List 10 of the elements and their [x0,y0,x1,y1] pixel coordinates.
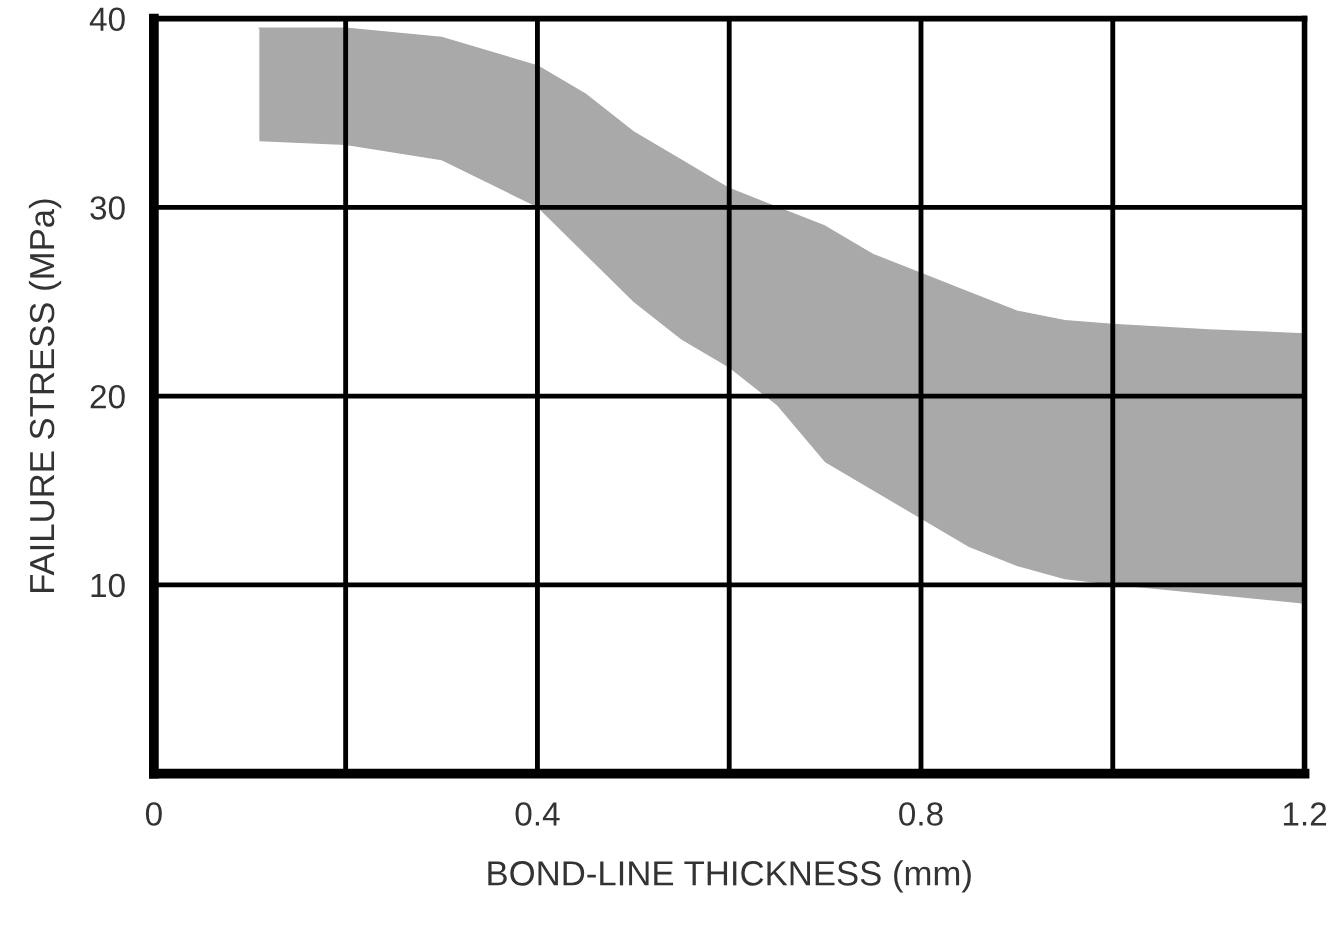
y-tick-label: 20 [90,384,125,409]
y-axis-title: FAILURE STRESS (MPa) [28,199,62,592]
x-tick-label: 0.4 [515,802,560,826]
x-tick-label: 0 [145,802,162,826]
x-tick-label: 0.8 [899,802,943,826]
x-tick-label: 1.2 [1283,802,1327,826]
y-tick-label: 10 [91,573,125,598]
y-tick-label: 40 [89,7,125,32]
y-tick-label: 30 [90,196,125,220]
x-axis-title: BOND-LINE THICKNESS (mm) [488,860,971,893]
